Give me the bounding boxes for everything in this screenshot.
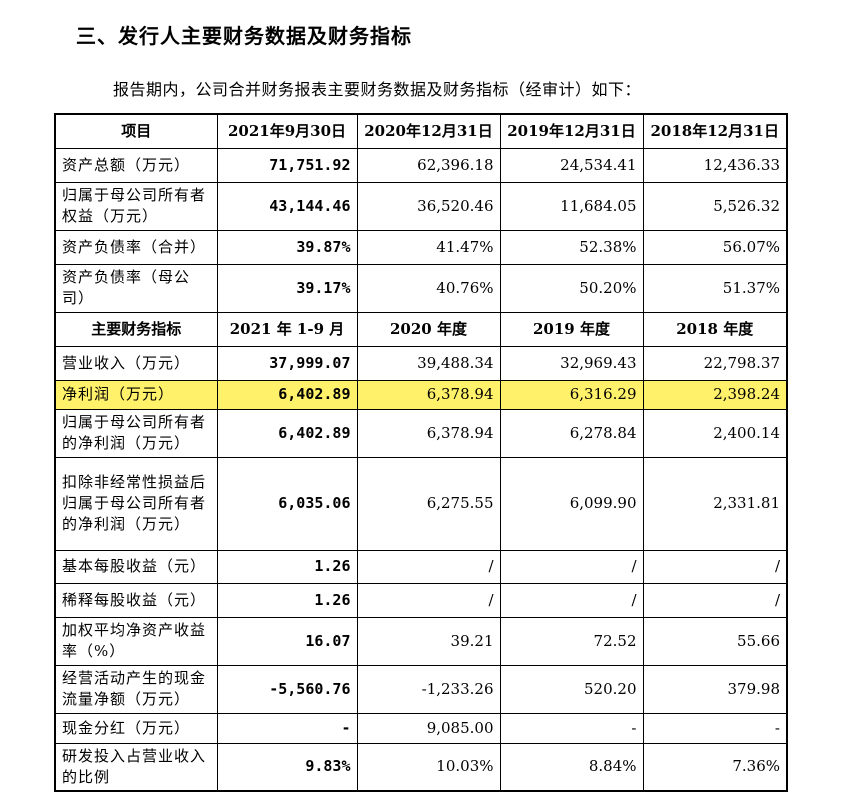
row-label: 经营活动产生的现金流量净额（万元） [54, 664, 218, 714]
header-cell: 2020 年度 [356, 311, 501, 347]
value-2020: 41.47% [356, 229, 501, 265]
value-2018: 379.98 [642, 664, 788, 714]
value-2019: 6,278.84 [499, 408, 644, 458]
value-2021: 16.07 [216, 616, 358, 666]
indicator-header-row: 主要财务指标 2021 年 1-9 月 2020 年度 2019 年度 2018… [54, 311, 788, 347]
row-label: 归属于母公司所有者权益（万元） [54, 181, 218, 231]
value-2019: 50.20% [499, 263, 644, 313]
intro-paragraph: 报告期内，公司合并财务报表主要财务数据及财务指标（经审计）如下： [113, 80, 642, 99]
value-2019: 8.84% [499, 742, 644, 792]
value-2021: 6,402.89 [216, 379, 358, 410]
value-2020: 10.03% [356, 742, 501, 792]
table-row: 研发投入占营业收入的比例 9.83% 10.03% 8.84% 7.36% [54, 742, 788, 792]
value-2021: 37,999.07 [216, 345, 358, 381]
value-2019: 6,316.29 [499, 379, 644, 410]
value-2021: 9.83% [216, 742, 358, 792]
value-2020: 6,378.94 [356, 408, 501, 458]
value-2021: - [216, 712, 358, 744]
header-cell: 2018年12月31日 [642, 113, 788, 149]
value-2018: / [642, 582, 788, 618]
value-2020: 40.76% [356, 263, 501, 313]
value-2021: 6,402.89 [216, 408, 358, 458]
row-label: 资产负债率（母公司） [54, 263, 218, 313]
table-header-row: 项目 2021年9月30日 2020年12月31日 2019年12月31日 20… [54, 113, 788, 149]
row-label: 归属于母公司所有者的净利润（万元） [54, 408, 218, 458]
value-2020: -1,233.26 [356, 664, 501, 714]
table-row: 经营活动产生的现金流量净额（万元） -5,560.76 -1,233.26 52… [54, 664, 788, 714]
row-label: 净利润（万元） [54, 379, 218, 410]
financial-data-table: 项目 2021年9月30日 2020年12月31日 2019年12月31日 20… [54, 113, 788, 792]
table-row: 稀释每股收益（元） 1.26 / / / [54, 582, 788, 618]
value-2021: 1.26 [216, 582, 358, 618]
value-2020: 6,275.55 [356, 456, 501, 551]
table-row: 基本每股收益（元） 1.26 / / / [54, 549, 788, 584]
header-cell: 2020年12月31日 [356, 113, 501, 149]
value-2021: 43,144.46 [216, 181, 358, 231]
value-2020: 36,520.46 [356, 181, 501, 231]
value-2021: 39.17% [216, 263, 358, 313]
table-row: 加权平均净资产收益率（%） 16.07 39.21 72.52 55.66 [54, 616, 788, 666]
value-2019: 52.38% [499, 229, 644, 265]
value-2018: 2,331.81 [642, 456, 788, 551]
value-2019: 6,099.90 [499, 456, 644, 551]
value-2020: / [356, 549, 501, 584]
value-2021: 1.26 [216, 549, 358, 584]
row-label: 加权平均净资产收益率（%） [54, 616, 218, 666]
row-label: 稀释每股收益（元） [54, 582, 218, 618]
value-2018: 5,526.32 [642, 181, 788, 231]
value-2018: 55.66 [642, 616, 788, 666]
value-2019: 32,969.43 [499, 345, 644, 381]
value-2020: 62,396.18 [356, 147, 501, 183]
value-2019: 72.52 [499, 616, 644, 666]
value-2019: 11,684.05 [499, 181, 644, 231]
value-2018: 2,398.24 [642, 379, 788, 410]
value-2019: 24,534.41 [499, 147, 644, 183]
table-row: 现金分红（万元） - 9,085.00 - - [54, 712, 788, 744]
table-row: 归属于母公司所有者权益（万元） 43,144.46 36,520.46 11,6… [54, 181, 788, 231]
value-2018: 7.36% [642, 742, 788, 792]
value-2020: / [356, 582, 501, 618]
header-cell: 2018 年度 [642, 311, 788, 347]
row-label: 研发投入占营业收入的比例 [54, 742, 218, 792]
table-row: 营业收入（万元） 37,999.07 39,488.34 32,969.43 2… [54, 345, 788, 381]
row-label: 基本每股收益（元） [54, 549, 218, 584]
header-cell: 2021 年 1-9 月 [216, 311, 358, 347]
table-row: 资产总额（万元） 71,751.92 62,396.18 24,534.41 1… [54, 147, 788, 183]
value-2020: 6,378.94 [356, 379, 501, 410]
table-row-highlighted: 净利润（万元） 6,402.89 6,378.94 6,316.29 2,398… [54, 379, 788, 410]
row-label: 扣除非经常性损益后归属于母公司所有者的净利润（万元） [54, 456, 218, 551]
header-cell: 主要财务指标 [54, 311, 218, 347]
value-2019: 520.20 [499, 664, 644, 714]
section-heading: 三、发行人主要财务数据及财务指标 [76, 24, 412, 48]
value-2018: / [642, 549, 788, 584]
row-label: 营业收入（万元） [54, 345, 218, 381]
value-2018: 56.07% [642, 229, 788, 265]
value-2021: -5,560.76 [216, 664, 358, 714]
header-cell: 2019年12月31日 [499, 113, 644, 149]
table-row: 扣除非经常性损益后归属于母公司所有者的净利润（万元） 6,035.06 6,27… [54, 456, 788, 551]
value-2018: 2,400.14 [642, 408, 788, 458]
value-2021: 71,751.92 [216, 147, 358, 183]
row-label: 资产负债率（合并） [54, 229, 218, 265]
header-cell: 2019 年度 [499, 311, 644, 347]
value-2020: 39.21 [356, 616, 501, 666]
header-cell: 项目 [54, 113, 218, 149]
value-2018: 12,436.33 [642, 147, 788, 183]
value-2020: 39,488.34 [356, 345, 501, 381]
value-2018: 51.37% [642, 263, 788, 313]
value-2020: 9,085.00 [356, 712, 501, 744]
value-2019: / [499, 582, 644, 618]
table-row: 资产负债率（母公司） 39.17% 40.76% 50.20% 51.37% [54, 263, 788, 313]
value-2019: - [499, 712, 644, 744]
table-row: 资产负债率（合并） 39.87% 41.47% 52.38% 56.07% [54, 229, 788, 265]
row-label: 现金分红（万元） [54, 712, 218, 744]
value-2021: 39.87% [216, 229, 358, 265]
value-2019: / [499, 549, 644, 584]
header-cell: 2021年9月30日 [216, 113, 358, 149]
table-row: 归属于母公司所有者的净利润（万元） 6,402.89 6,378.94 6,27… [54, 408, 788, 458]
value-2018: - [642, 712, 788, 744]
row-label: 资产总额（万元） [54, 147, 218, 183]
value-2021: 6,035.06 [216, 456, 358, 551]
value-2018: 22,798.37 [642, 345, 788, 381]
